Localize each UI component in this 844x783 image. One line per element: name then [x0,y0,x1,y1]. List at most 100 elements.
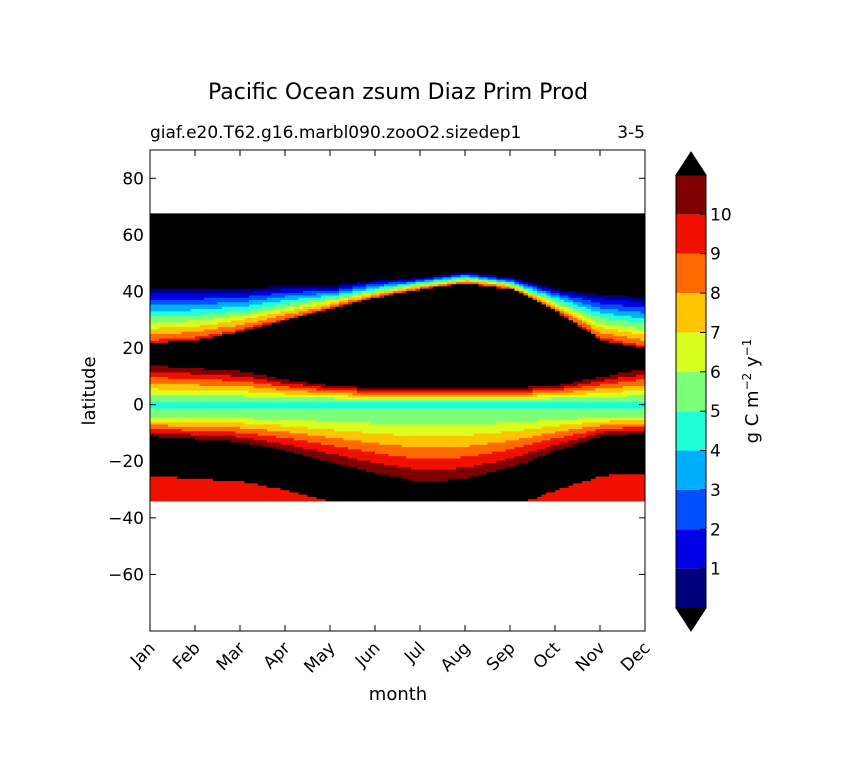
contour-cell [154,317,160,321]
contour-cell [226,265,232,269]
contour-cell [235,326,241,330]
contour-cell [213,446,219,450]
contour-cell [172,453,178,457]
contour-cell [195,285,201,289]
contour-cell [190,489,196,493]
contour-cell [231,315,237,319]
contour-cell [154,247,160,251]
contour-cell [213,469,219,473]
contour-cell [258,317,264,321]
contour-cell [249,442,255,445]
contour-cell [217,245,223,248]
contour-cell [204,430,210,434]
contour-cell [163,403,169,407]
contour-cell [150,351,156,355]
contour-cell [244,451,250,454]
contour-cell [226,249,232,253]
contour-cell [186,464,192,468]
contour-cell [244,351,250,355]
contour-cell [213,299,219,303]
contour-cell [150,389,156,393]
contour-cell [231,403,237,407]
contour-cell [217,328,223,332]
contour-cell [159,475,165,479]
contour-cell [231,213,237,217]
contour-cell [217,335,223,339]
contour-cell [154,301,160,305]
contour-cell [199,294,205,298]
contour-cell [235,389,241,393]
contour-cell [249,430,255,434]
contour-cell [253,460,259,463]
contour-cell [244,414,250,418]
contour-cell [240,319,246,323]
contour-cell [231,247,237,251]
contour-cell [253,337,259,341]
contour-cell [217,482,223,486]
contour-cell [226,297,232,300]
contour-cell [181,303,187,307]
contour-cell [181,371,187,375]
contour-cell [168,312,174,316]
contour-cell [240,272,246,276]
contour-cell [240,322,246,325]
contour-cell [181,398,187,402]
contour-cell [249,322,255,325]
contour-cell [168,299,174,303]
contour-cell [217,448,223,452]
contour-cell [244,439,250,443]
contour-cell [262,335,268,339]
contour-cell [208,398,214,402]
contour-cell [217,222,223,226]
contour-cell [154,267,160,271]
contour-cell [249,466,255,470]
contour-cell [240,344,246,348]
contour-cell [181,430,187,434]
contour-cell [253,310,259,314]
contour-cell [208,475,214,479]
contour-cell [258,265,264,269]
contour-cell [168,446,174,450]
contour-cell [213,410,219,414]
contour-cell [235,331,241,334]
contour-cell [217,285,223,289]
contour-cell [208,498,214,502]
contour-cell [159,371,165,375]
contour-cell [226,392,232,396]
contour-cell [172,374,178,377]
contour-cell [244,362,250,366]
contour-cell [195,251,201,255]
contour-cell [235,460,241,463]
contour-cell [199,410,205,414]
contour-cell [186,378,192,382]
contour-cell [163,423,169,427]
contour-cell [294,213,300,217]
contour-cell [186,387,192,391]
contour-cell [217,272,223,276]
contour-cell [159,256,165,260]
contour-cell [163,444,169,448]
contour-cell [253,283,259,287]
contour-cell [244,421,250,425]
contour-cell [150,306,156,310]
contour-cell [240,303,246,307]
contour-cell [244,419,250,423]
contour-cell [208,369,214,373]
contour-cell [226,245,232,248]
contour-cell [249,473,255,477]
contour-cell [253,414,259,418]
contour-cell [168,245,174,248]
contour-cell [154,466,160,470]
contour-cell [267,451,273,454]
contour-cell [240,260,246,264]
contour-cell [217,274,223,278]
contour-cell [177,487,183,491]
contour-cell [204,294,210,298]
contour-cell [253,498,259,502]
contour-cell [258,389,264,393]
contour-cell [199,442,205,445]
contour-cell [177,496,183,500]
contour-cell [186,283,192,287]
contour-cell [181,226,187,230]
contour-cell [199,469,205,473]
